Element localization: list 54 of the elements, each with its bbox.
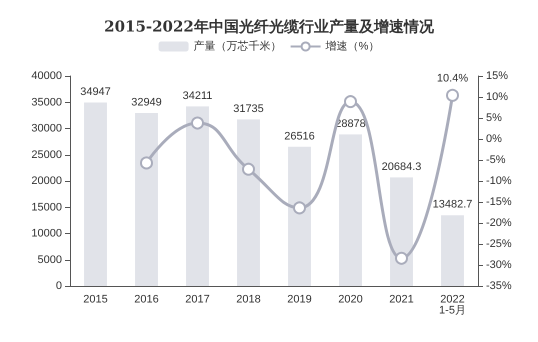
bar bbox=[135, 113, 158, 286]
y2-tick-label: -35% bbox=[486, 280, 512, 292]
point bbox=[395, 252, 408, 265]
y2-tick-label: 15% bbox=[486, 70, 508, 82]
y2-tick-label: 0% bbox=[486, 133, 502, 145]
y-tick-label: 5000 bbox=[38, 254, 62, 266]
y2-tick-label: 5% bbox=[486, 112, 502, 124]
y-tick-label: 15000 bbox=[31, 201, 62, 214]
data-label: 34211 bbox=[182, 90, 212, 102]
x-tick-label: 2017 bbox=[185, 294, 210, 306]
bar bbox=[288, 146, 311, 286]
y-tick-label: 10000 bbox=[31, 228, 62, 240]
y2-tick-label: -15% bbox=[486, 196, 512, 208]
y-tick-label: 40000 bbox=[31, 70, 62, 82]
bar bbox=[339, 134, 362, 286]
point bbox=[344, 95, 357, 108]
bar bbox=[84, 102, 107, 286]
data-label: 20684.3 bbox=[382, 160, 422, 173]
y-tick-label: 35000 bbox=[31, 96, 62, 108]
x-tick-label: 2020 bbox=[338, 294, 363, 306]
data-label: 31735 bbox=[233, 102, 264, 115]
x-tick-label: 2019 bbox=[287, 294, 312, 306]
y2-tick-label: -20% bbox=[486, 217, 512, 229]
bar bbox=[237, 119, 260, 286]
y2-tick-label: -25% bbox=[486, 238, 512, 250]
x-tick-label: 2016 bbox=[134, 294, 159, 306]
data-label: 26516 bbox=[284, 130, 315, 142]
bar bbox=[441, 215, 464, 286]
legend-label: 产量（万芯千米） bbox=[194, 40, 282, 52]
data-label: 32949 bbox=[131, 96, 162, 109]
data-label: 10.4% bbox=[436, 72, 468, 84]
y2-tick-label: -30% bbox=[486, 259, 512, 271]
point bbox=[242, 162, 255, 176]
bar bbox=[186, 106, 209, 286]
y2-tick-label: -5% bbox=[486, 154, 506, 166]
point bbox=[191, 116, 204, 130]
legend-label: 增速（%） bbox=[324, 40, 380, 52]
data-label: 34947 bbox=[80, 86, 111, 98]
x-tick-label: 2015 bbox=[83, 294, 108, 306]
y-tick-label: 20000 bbox=[31, 175, 62, 187]
point bbox=[293, 201, 306, 214]
y-tick-label: 30000 bbox=[31, 122, 62, 134]
y-tick-label: 25000 bbox=[31, 148, 62, 161]
x-tick-label: 2022 1-5月 bbox=[439, 294, 466, 316]
data-label: 13482.7 bbox=[432, 198, 472, 211]
bar bbox=[390, 177, 413, 286]
point bbox=[140, 156, 153, 170]
y2-tick-label: 10% bbox=[486, 91, 508, 103]
y2-tick-label: -10% bbox=[486, 175, 512, 187]
point bbox=[446, 88, 459, 102]
y-tick-label: 0 bbox=[56, 280, 62, 292]
x-tick-label: 2021 bbox=[389, 294, 414, 306]
chart-title: 2015-2022年中国光纤光缆行业产量及增速情况 bbox=[104, 18, 435, 36]
x-tick-label: 2018 bbox=[236, 294, 261, 306]
